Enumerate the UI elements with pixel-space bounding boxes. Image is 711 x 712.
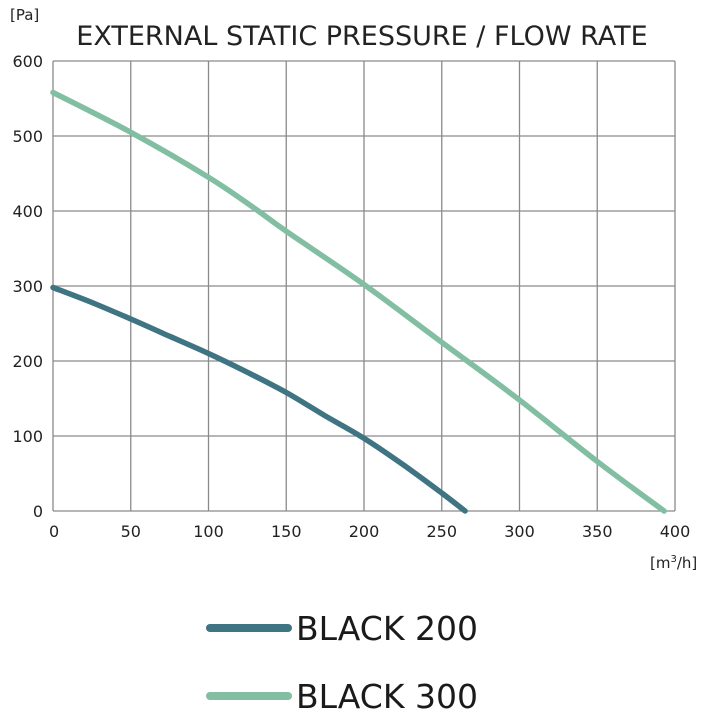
x-tick-label: 50 [121,522,141,541]
series-layer [50,89,667,514]
legend-label: BLACK 200 [296,609,478,648]
y-tick-label: 0 [33,502,43,521]
tick-labels: 0 50 100 150 200 250 300 350 400 0 100 200 300 400 500… [12,52,690,541]
y-tick-label: 500 [12,127,43,146]
y-tick-label: 200 [12,352,43,371]
x-tick-label: 200 [349,522,380,541]
legend-label: BLACK 300 [296,677,478,712]
legend: BLACK 200 BLACK 300 [206,609,478,712]
x-tick-label: 150 [271,522,302,541]
series-line-1 [50,284,468,514]
x-tick-label: 350 [582,522,613,541]
y-tick-label: 300 [12,277,43,296]
series-line-2 [50,89,667,514]
x-tick-label: 100 [193,522,224,541]
chart-title: EXTERNAL STATIC PRESSURE / FLOW RATE [76,21,647,52]
y-tick-label: 100 [12,427,43,446]
y-tick-label: 600 [12,52,43,71]
x-tick-label: 250 [426,522,457,541]
y-axis-label: [Pa] [10,6,39,24]
x-axis-label: [m3/h] [650,554,697,572]
y-tick-label: 400 [12,202,43,221]
x-tick-label: 400 [660,522,691,541]
x-tick-label: 0 [49,522,59,541]
x-tick-label: 300 [504,522,535,541]
